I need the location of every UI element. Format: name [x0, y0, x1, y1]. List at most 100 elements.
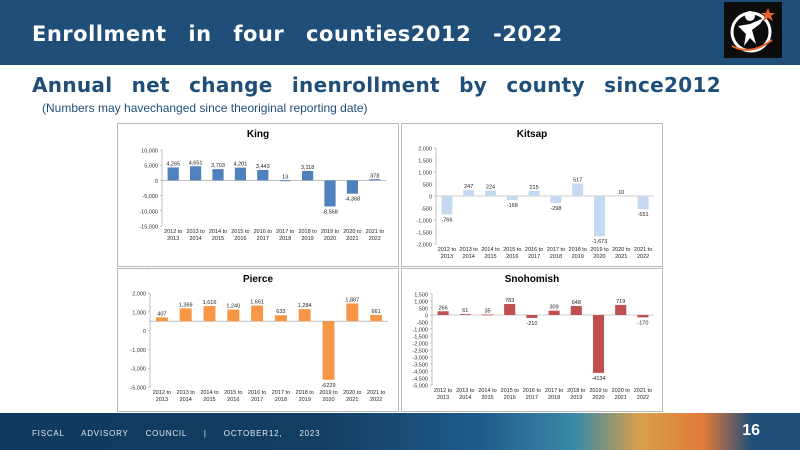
- value-label: 719: [616, 299, 625, 305]
- value-label: 661: [372, 309, 381, 315]
- category-label: 2022: [637, 395, 649, 401]
- category-label: 2018 to: [567, 388, 585, 394]
- y-tick-label: 500: [419, 307, 428, 313]
- value-label: -8,568: [322, 209, 338, 215]
- bar: [441, 196, 453, 215]
- value-label: 3,118: [301, 165, 314, 171]
- header-bar: Enrollment in four counties2012 -2022: [0, 0, 800, 65]
- y-tick-label: 500: [423, 183, 432, 189]
- category-label: 2019 to: [321, 229, 339, 235]
- y-tick-label: 1,500: [418, 159, 432, 165]
- bar: [572, 183, 584, 196]
- category-label: 2015: [212, 236, 224, 242]
- category-label: 2015 to: [503, 247, 521, 253]
- value-label: 1,616: [203, 300, 217, 306]
- value-label: -6229: [321, 383, 335, 389]
- category-label: 2020: [593, 254, 605, 260]
- category-label: 2018: [550, 254, 562, 260]
- value-label: 4,651: [189, 160, 203, 166]
- y-tick-label: 0: [429, 195, 432, 201]
- category-label: 2022: [369, 236, 381, 242]
- chart-title: Pierce: [243, 274, 273, 285]
- y-tick-label: -2,500: [412, 349, 428, 355]
- category-label: 2015: [203, 397, 215, 403]
- bar: [463, 190, 475, 196]
- value-label: 309: [550, 305, 559, 311]
- bar: [179, 308, 192, 322]
- category-label: 2017 to: [545, 388, 563, 394]
- category-label: 2014 to: [478, 388, 496, 394]
- y-tick-label: -1,000: [416, 219, 432, 225]
- category-label: 2020: [322, 397, 334, 403]
- category-label: 2017: [526, 395, 538, 401]
- category-label: 2017 to: [547, 247, 565, 253]
- value-label: 1,284: [298, 303, 312, 309]
- category-label: 2018: [279, 236, 291, 242]
- category-label: 2014 to: [209, 229, 227, 235]
- chart-king: King 10,000 5,000 0 -5,000 -10,000 -15,000 4,26…: [117, 123, 399, 267]
- category-label: 2014: [189, 236, 201, 242]
- bar: [203, 306, 216, 322]
- category-label: 2021 to: [634, 388, 652, 394]
- bar: [548, 310, 560, 315]
- y-tick-label: 1,000: [132, 310, 146, 316]
- value-label: 1,661: [250, 300, 264, 306]
- category-label: 2015 to: [231, 229, 249, 235]
- category-label: 2013: [441, 254, 453, 260]
- category-label: 2014: [180, 397, 192, 403]
- y-tick-label: -3,000: [130, 367, 146, 373]
- category-label: 2019 to: [319, 390, 337, 396]
- y-tick-label: -3,500: [412, 363, 428, 369]
- value-label: 61: [462, 308, 468, 314]
- category-label: 2019: [570, 395, 582, 401]
- y-tick-label: -2,000: [412, 342, 428, 348]
- chart-title: Snohomish: [505, 274, 559, 285]
- bar: [437, 311, 449, 315]
- value-label: 648: [572, 300, 581, 306]
- bar: [274, 315, 287, 322]
- footer-bar: FISCAL ADVISORY COUNCIL | OCTOBER12, 202…: [0, 413, 800, 450]
- category-label: 2016 to: [254, 229, 272, 235]
- y-tick-label: -500: [417, 321, 428, 327]
- value-label: -210: [526, 321, 537, 327]
- value-label: -4,368: [345, 197, 361, 203]
- value-label: -1,673: [592, 239, 608, 245]
- y-tick-label: -2,000: [416, 243, 432, 249]
- bar: [298, 309, 311, 322]
- category-label: 2016: [506, 254, 518, 260]
- value-label: 1,240: [226, 304, 240, 310]
- category-label: 2019: [299, 397, 311, 403]
- category-label: 2014: [463, 254, 475, 260]
- y-tick-label: -4,000: [412, 370, 428, 376]
- category-label: 2021: [615, 254, 627, 260]
- bar: [594, 196, 605, 237]
- value-label: 215: [530, 185, 539, 191]
- category-label: 2013: [437, 395, 449, 401]
- category-label: 2019 to: [589, 388, 607, 394]
- category-label: 2016: [234, 236, 246, 242]
- bar: [212, 169, 224, 181]
- bar: [481, 314, 494, 316]
- category-label: 2013: [167, 236, 179, 242]
- chart-pierce: Pierce 2,000 1,000 0 -1,000 -3,000 -5,000 -7,00…: [117, 268, 399, 412]
- y-tick-label: -1,000: [412, 328, 428, 334]
- category-label: 2014 to: [200, 390, 218, 396]
- category-label: 2016: [504, 395, 516, 401]
- category-label: 2022: [637, 254, 649, 260]
- category-label: 2015: [481, 395, 493, 401]
- category-label: 2021: [346, 236, 358, 242]
- bar: [615, 195, 627, 197]
- bar: [234, 167, 246, 181]
- value-label: 783: [505, 298, 514, 304]
- y-tick-label: -10,000: [139, 209, 158, 215]
- bar: [592, 315, 605, 373]
- council-logo: [724, 2, 782, 58]
- value-label: -170: [637, 320, 648, 326]
- value-label: -168: [507, 203, 518, 209]
- bar: [155, 317, 168, 322]
- chart-snohomish: Snohomish 1,500 1,000 500 0 -500 -1,000 -1,500-…: [401, 268, 663, 412]
- category-label: 2016 to: [525, 247, 543, 253]
- y-tick-label: 1,000: [414, 300, 428, 306]
- y-tick-label: 1,500: [414, 293, 428, 299]
- bar: [302, 170, 314, 181]
